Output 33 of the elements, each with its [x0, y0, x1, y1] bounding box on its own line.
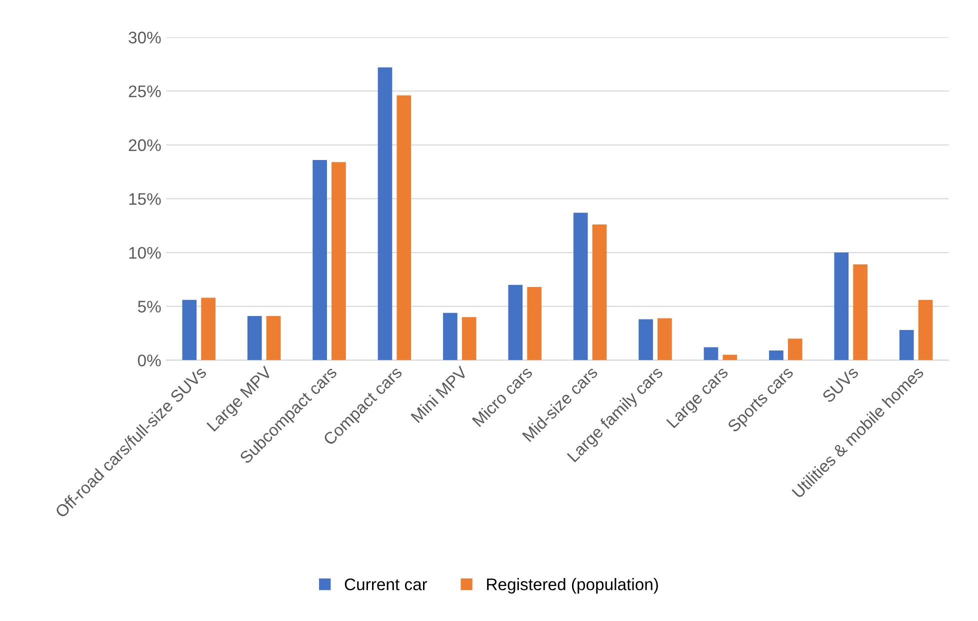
bar — [638, 319, 653, 360]
legend-label: Current car — [344, 578, 428, 590]
bar — [247, 316, 262, 360]
bar — [769, 350, 784, 360]
bar — [508, 284, 523, 360]
bar — [527, 286, 542, 360]
y-tick-label: 20% — [128, 139, 161, 152]
bar — [834, 252, 849, 360]
y-tick-label: 25% — [128, 85, 161, 98]
y-tick-label: 5% — [138, 300, 161, 313]
y-tick-label: 30% — [128, 32, 161, 44]
bar — [201, 298, 216, 360]
bar — [443, 312, 458, 360]
bar — [312, 160, 327, 360]
bar — [899, 330, 914, 360]
y-tick-label: 15% — [129, 193, 161, 205]
bar — [788, 338, 802, 360]
legend-label: Registered (population) — [487, 578, 658, 594]
bar — [378, 67, 392, 360]
bar — [704, 347, 718, 360]
bar — [182, 300, 197, 360]
y-tick-label: 10% — [129, 246, 161, 259]
bar — [853, 264, 868, 360]
bar — [722, 354, 738, 360]
bar — [462, 317, 476, 360]
bar — [592, 224, 607, 360]
bar — [573, 212, 588, 360]
bar — [658, 318, 672, 360]
bar — [332, 162, 346, 360]
bar — [266, 316, 281, 360]
bar — [918, 300, 933, 360]
y-tick-label: 0% — [138, 354, 161, 366]
bar — [396, 95, 412, 360]
